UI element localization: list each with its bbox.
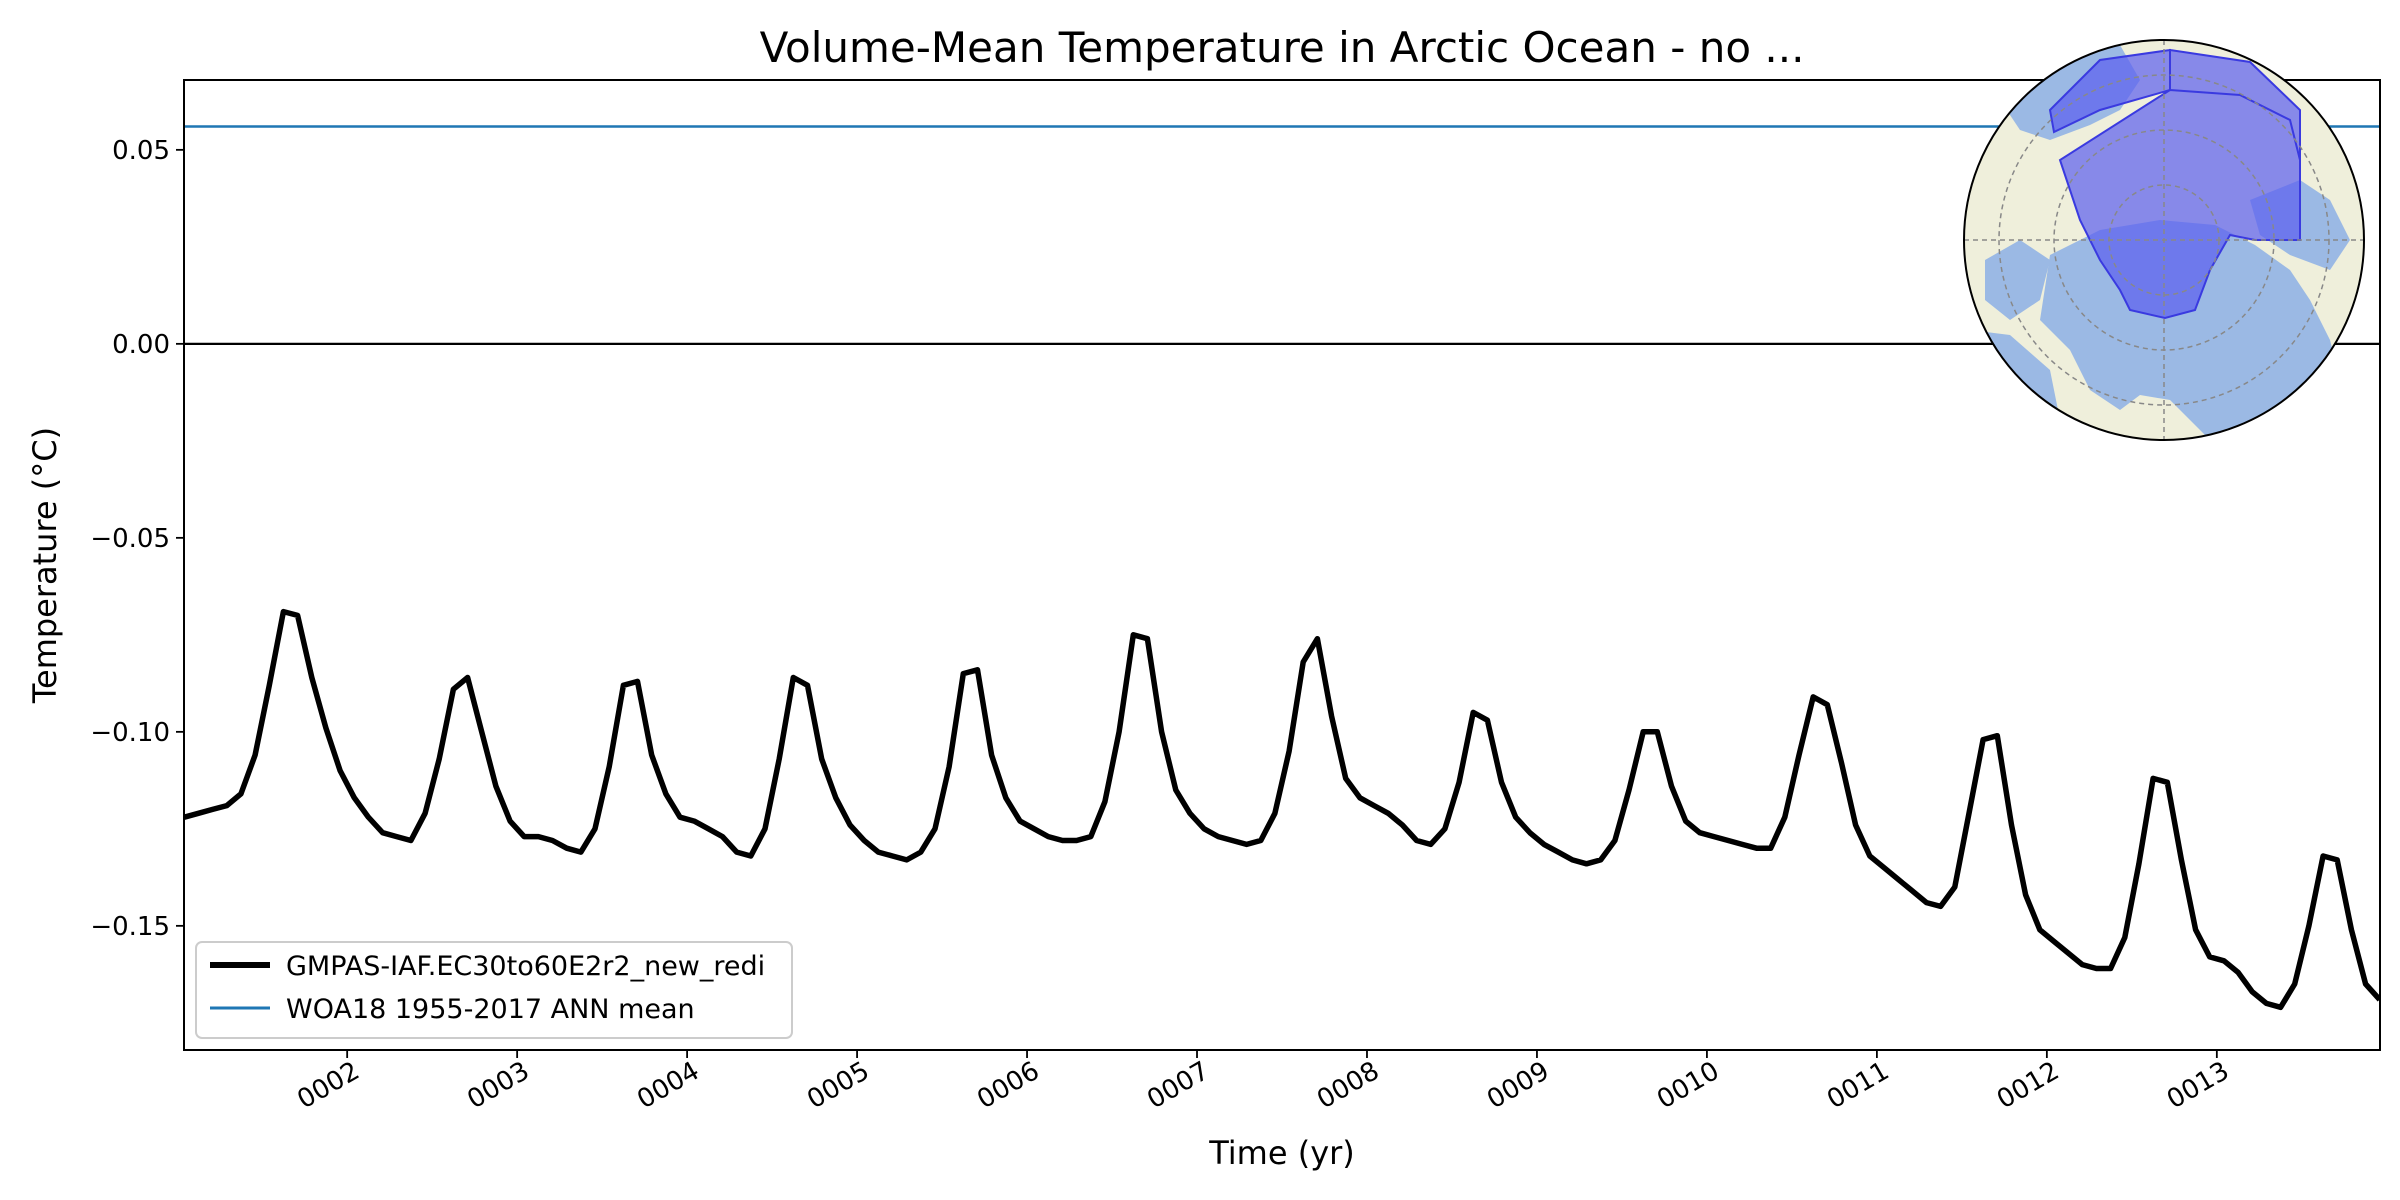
y-axis-label: Temperature (°C) — [26, 427, 64, 704]
x-tick-label: 0010 — [1652, 1056, 1724, 1115]
x-tick-label: 0013 — [2162, 1056, 2234, 1115]
x-axis-label: Time (yr) — [1208, 1134, 1355, 1172]
y-tick-label: 0.05 — [112, 136, 170, 166]
chart-title: Volume-Mean Temperature in Arctic Ocean … — [760, 23, 1805, 72]
y-tick-label: −0.05 — [90, 524, 170, 554]
x-tick-label: 0006 — [972, 1056, 1044, 1115]
inset-map — [1963, 39, 2365, 441]
series-line-model — [184, 608, 2380, 1011]
map-parallel-70 — [2053, 129, 2275, 351]
map-parallel-80 — [2108, 184, 2220, 296]
legend-label-model: GMPAS-IAF.EC30to60E2r2_new_redi — [286, 951, 765, 982]
x-tick-label: 0008 — [1312, 1056, 1384, 1115]
x-tick-label: 0012 — [1992, 1056, 2064, 1115]
x-axis: 0002 0003 0004 0005 0006 0007 0008 0009 0010 0011… — [292, 1050, 2234, 1115]
map-hudson-bay — [1985, 240, 2050, 320]
map-outline — [1963, 39, 2365, 441]
legend-frame — [195, 941, 793, 1039]
plot-frame — [183, 79, 2381, 1051]
y-tick-label: −0.10 — [90, 718, 170, 748]
x-tick-label: 0002 — [292, 1056, 364, 1115]
x-tick-label: 0005 — [802, 1056, 874, 1115]
y-tick-label: 0.00 — [112, 330, 170, 360]
legend: GMPAS-IAF.EC30to60E2r2_new_redi WOA18 19… — [195, 941, 793, 1039]
x-tick-label: 0004 — [632, 1056, 704, 1115]
legend-label-woa18: WOA18 1955-2017 ANN mean — [286, 994, 695, 1025]
y-axis: 0.05 0.00 −0.05 −0.10 −0.15 — [90, 136, 184, 942]
x-tick-label: 0009 — [1482, 1056, 1554, 1115]
x-tick-label: 0007 — [1142, 1056, 1214, 1115]
map-parallel-60 — [1998, 74, 2330, 406]
y-tick-label: −0.15 — [90, 912, 170, 942]
x-tick-label: 0003 — [462, 1056, 534, 1115]
x-tick-label: 0011 — [1822, 1056, 1894, 1115]
